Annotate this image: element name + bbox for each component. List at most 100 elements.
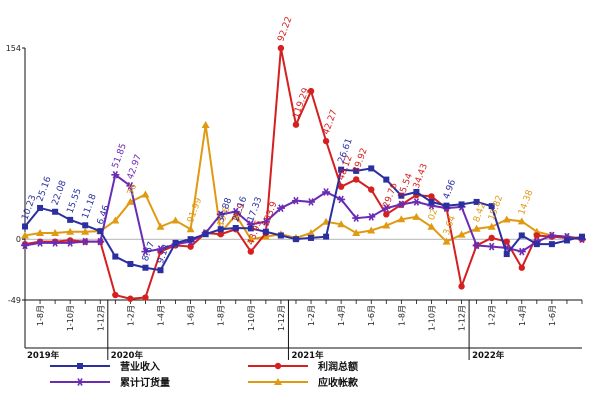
data-point — [127, 261, 134, 267]
data-point — [488, 203, 495, 210]
data-point — [322, 188, 331, 196]
data-point — [547, 231, 556, 240]
data-point — [458, 283, 465, 290]
data-point — [352, 214, 361, 222]
legend-label: 营业收入 — [120, 360, 160, 373]
data-label: 91.99 — [186, 196, 204, 224]
data-point — [51, 239, 60, 247]
year-label: 2019年 — [27, 350, 60, 361]
data-point — [337, 195, 346, 204]
data-point — [337, 183, 345, 190]
data-point — [382, 204, 391, 213]
data-label: 22.08 — [51, 179, 69, 207]
x-tick-label: 1-8月 — [217, 305, 226, 326]
data-point — [367, 226, 376, 234]
x-tick-label: 1-6月 — [367, 305, 376, 326]
data-point — [353, 167, 360, 174]
x-tick-label: 1-8月 — [397, 305, 406, 326]
data-point — [322, 137, 330, 145]
data-point — [82, 222, 89, 229]
star-stroke — [52, 239, 58, 247]
data-point — [487, 242, 496, 251]
data-point — [291, 196, 300, 205]
data-point — [247, 248, 255, 255]
data-label: 42.27 — [322, 108, 340, 136]
data-point — [36, 239, 45, 247]
data-point — [533, 232, 541, 239]
data-point — [412, 198, 421, 206]
data-point — [487, 222, 496, 230]
data-point — [473, 198, 480, 205]
data-point — [398, 192, 405, 199]
data-point — [187, 236, 194, 243]
star-stroke — [549, 231, 555, 240]
star-stroke — [278, 204, 284, 213]
x-tick-label: 1-10月 — [247, 305, 256, 331]
star-stroke — [67, 239, 73, 247]
data-point — [292, 236, 299, 243]
star-stroke — [157, 245, 164, 253]
star-stroke — [368, 212, 374, 221]
data-label: 39.92 — [352, 147, 370, 175]
data-point — [111, 170, 120, 179]
data-label: 4.96 — [442, 178, 458, 201]
data-point — [81, 237, 90, 246]
data-point — [142, 264, 149, 271]
data-point — [66, 239, 75, 247]
data-point — [428, 198, 435, 205]
data-point — [171, 216, 180, 224]
star-stroke — [82, 237, 88, 246]
data-point — [563, 237, 570, 244]
legend-label: 累计订货量 — [120, 376, 170, 389]
data-point — [274, 378, 282, 385]
x-tick-label: 1-6月 — [548, 305, 557, 326]
data-point — [412, 212, 421, 220]
data-point — [231, 207, 240, 216]
chart-data-labels: 10.2325.1622.0815.5511.186.4651.8542.971… — [20, 16, 535, 266]
year-label: 2022年 — [472, 350, 505, 361]
data-label: 51.85 — [111, 142, 129, 170]
data-point — [458, 201, 465, 208]
x-tick-label: 1-2月 — [126, 305, 135, 326]
data-label: 153.9 — [261, 200, 279, 228]
data-point — [156, 245, 165, 253]
data-point — [382, 221, 391, 229]
data-point — [367, 212, 376, 221]
data-point — [533, 241, 540, 248]
star-stroke — [519, 247, 525, 256]
data-point — [503, 251, 510, 258]
data-point — [76, 378, 84, 386]
data-point — [52, 208, 59, 215]
data-label: 6.46 — [96, 204, 112, 227]
data-point — [503, 238, 510, 245]
x-tick-label: 1-12月 — [277, 305, 286, 331]
data-point — [157, 267, 164, 274]
star-stroke — [308, 198, 314, 206]
series-3 — [21, 44, 586, 302]
data-point — [67, 216, 74, 223]
star-stroke — [127, 181, 134, 190]
data-point — [112, 291, 119, 299]
data-point — [22, 223, 28, 230]
x-tick-label: 1-4月 — [156, 305, 165, 326]
data-point — [262, 228, 269, 235]
data-label: 36 — [126, 183, 139, 197]
data-point — [217, 226, 224, 233]
data-point — [77, 363, 83, 369]
data-point — [186, 225, 195, 233]
data-label: 25.16 — [35, 175, 53, 203]
data-point — [36, 228, 45, 236]
data-point — [246, 235, 255, 243]
star-stroke — [218, 210, 224, 219]
data-point — [142, 294, 149, 301]
legend-label: 应收帐款 — [318, 376, 359, 389]
data-point — [292, 121, 300, 128]
x-tick-label: 1-6月 — [187, 305, 196, 326]
legend-item: 利润总额 — [248, 360, 358, 373]
star-stroke — [413, 198, 420, 206]
x-tick-label: 1-4月 — [337, 305, 346, 326]
star-stroke — [383, 204, 389, 213]
data-point — [383, 176, 390, 183]
series-line — [24, 47, 583, 300]
star-stroke — [233, 207, 239, 216]
